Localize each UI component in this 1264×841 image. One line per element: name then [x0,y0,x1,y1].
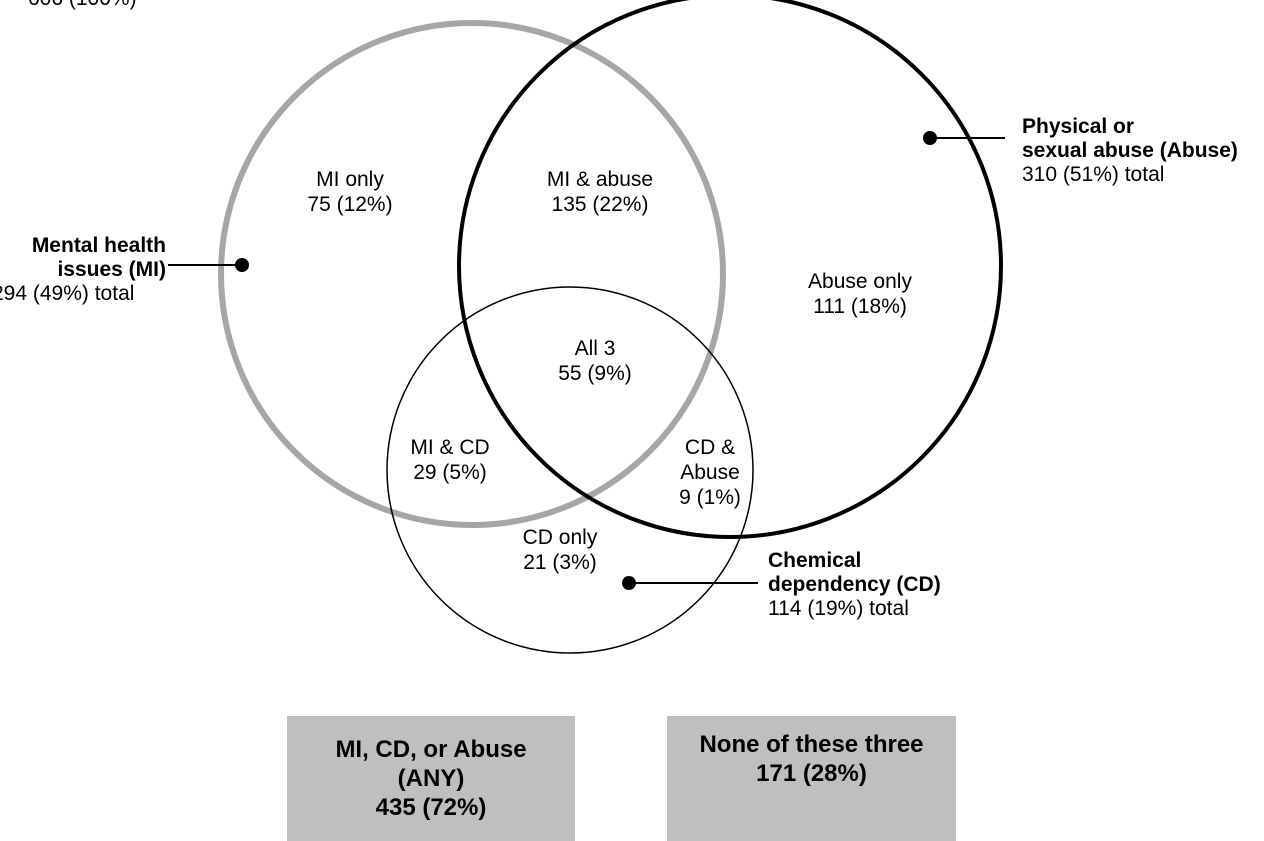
region-mi-cd-value: 29 (5%) [413,461,487,484]
set-label-cd-total: 114 (19%) total [768,597,909,620]
region-abuse-only: Abuse only 111 (18%) [780,269,940,319]
abuse-leader-dot [923,131,937,145]
abuse-circle [457,0,1003,539]
region-cd-only-value: 21 (3%) [523,551,597,574]
region-mi-cd: MI & CD 29 (5%) [390,435,510,485]
set-label-cd-title: Chemical [768,549,862,572]
summary-any-line3: 435 (72%) [375,794,487,821]
set-label-abuse-title: Physical or [1022,115,1135,138]
summary-any-line2: (ANY) [397,765,465,792]
set-label-mi-title2: issues (MI) [57,258,166,281]
summary-box-none: None of these three 171 (28%) [667,716,956,841]
top-clipped-text: 606 (100%) [28,0,137,11]
region-mi-only: MI only 75 (12%) [290,167,410,217]
region-cd-abuse-line1: CD & [684,436,736,459]
region-mi-only-value: 75 (12%) [307,193,393,216]
set-label-cd: Chemical dependency (CD) 114 (19%) total [768,549,941,621]
set-label-abuse-total: 310 (51%) total [1022,163,1165,186]
cd-circle [386,286,754,654]
region-abuse-only-name: Abuse only [808,270,912,293]
region-cd-abuse: CD & Abuse 9 (1%) [660,435,760,510]
mi-circle [218,20,726,528]
region-cd-only-name: CD only [522,526,598,549]
region-cd-abuse-value: 9 (1%) [679,486,741,509]
region-mi-abuse-value: 135 (22%) [551,193,649,216]
mi-leader-dot [235,258,249,272]
region-abuse-only-value: 111 (18%) [813,295,907,318]
set-label-mi-total: 294 (49%) total [0,282,135,305]
summary-none-line1: None of these three [699,731,924,758]
region-all3-value: 55 (9%) [558,362,632,385]
summary-none-line2: 171 (28%) [756,760,867,787]
region-all3-name: All 3 [574,337,616,360]
set-label-mi: Mental health issues (MI) 294 (49%) tota… [0,234,166,306]
region-mi-abuse: MI & abuse 135 (22%) [520,167,680,217]
top-clipped-total: 606 (100%) [28,0,137,11]
region-mi-only-name: MI only [316,168,384,191]
set-label-abuse-title2: sexual abuse (Abuse) [1022,139,1238,162]
region-mi-cd-name: MI & CD [410,436,490,459]
region-all3: All 3 55 (9%) [530,336,660,386]
set-label-mi-title: Mental health [31,234,166,257]
region-mi-abuse-name: MI & abuse [546,168,654,191]
cd-leader-dot [622,576,636,590]
summary-box-any: MI, CD, or Abuse (ANY) 435 (72%) [287,716,575,841]
set-label-cd-title2: dependency (CD) [768,573,941,596]
region-cd-only: CD only 21 (3%) [500,525,620,575]
region-cd-abuse-line2: Abuse [680,461,740,484]
summary-any-line1: MI, CD, or Abuse [335,736,527,763]
set-label-abuse: Physical or sexual abuse (Abuse) 310 (51… [1022,115,1238,187]
